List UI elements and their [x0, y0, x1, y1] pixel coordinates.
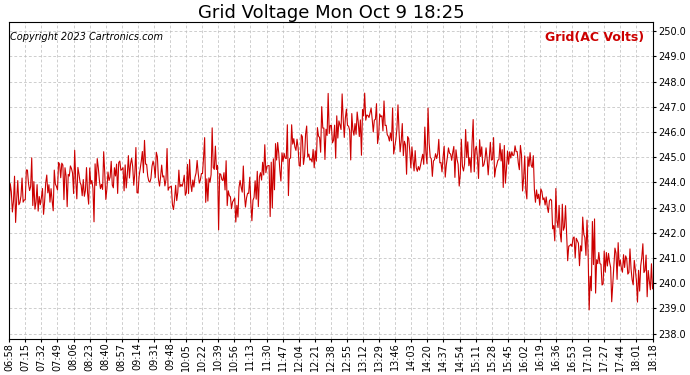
Legend: Grid(AC Volts): Grid(AC Volts): [542, 28, 647, 46]
Grid(AC Volts): [296, 164, 304, 168]
Text: Copyright 2023 Cartronics.com: Copyright 2023 Cartronics.com: [10, 32, 164, 42]
Grid(AC Volts): [649, 286, 657, 291]
Title: Grid Voltage Mon Oct 9 18:25: Grid Voltage Mon Oct 9 18:25: [197, 4, 464, 22]
Grid(AC Volts): [361, 91, 369, 95]
Grid(AC Volts): [435, 160, 444, 165]
Grid(AC Volts): [491, 175, 499, 179]
Grid(AC Volts): [119, 165, 127, 170]
Grid(AC Volts): [585, 308, 593, 312]
Grid(AC Volts): [385, 139, 393, 143]
Line: Grid(AC Volts): Grid(AC Volts): [9, 93, 653, 310]
Grid(AC Volts): [5, 205, 13, 210]
Grid(AC Volts): [170, 197, 179, 201]
